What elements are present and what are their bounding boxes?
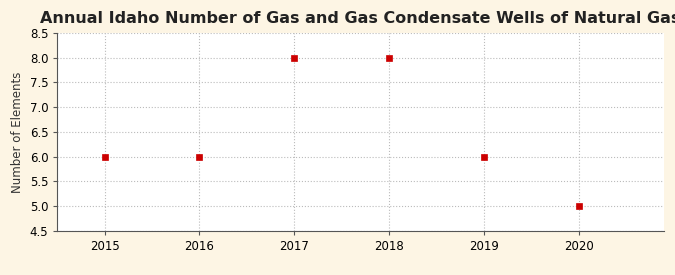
Title: Annual Idaho Number of Gas and Gas Condensate Wells of Natural Gas: Annual Idaho Number of Gas and Gas Conde…	[40, 11, 675, 26]
Y-axis label: Number of Elements: Number of Elements	[11, 71, 24, 192]
